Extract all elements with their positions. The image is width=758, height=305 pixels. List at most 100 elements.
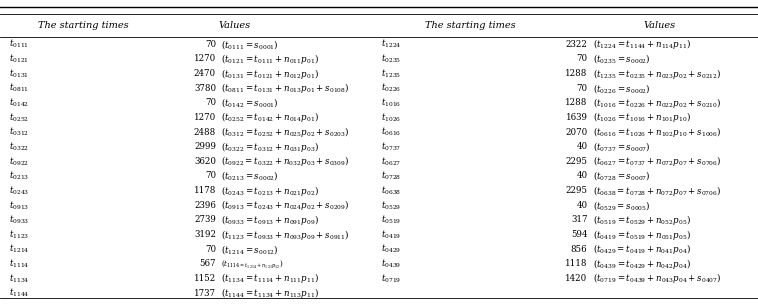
Text: 567: 567 <box>199 259 216 268</box>
Text: 3780: 3780 <box>194 84 216 93</box>
Text: The starting times: The starting times <box>424 21 515 30</box>
Text: $t_{0121}$: $t_{0121}$ <box>9 53 29 65</box>
Text: 2488: 2488 <box>194 127 216 137</box>
Text: $(t_{0142} = s_{0001})$: $(t_{0142} = s_{0001})$ <box>221 96 279 109</box>
Text: $(t_{0213} = s_{0002})$: $(t_{0213} = s_{0002})$ <box>221 170 279 182</box>
Text: 40: 40 <box>576 201 587 210</box>
Text: 3620: 3620 <box>194 157 216 166</box>
Text: $t_{0142}$: $t_{0142}$ <box>9 97 30 109</box>
Text: 1639: 1639 <box>565 113 587 122</box>
Text: 70: 70 <box>205 171 216 181</box>
Text: $t_{1016}$: $t_{1016}$ <box>381 97 401 109</box>
Text: $(t_{1026} = t_{1016} + n_{101}p_{10})$: $(t_{1026} = t_{1016} + n_{101}p_{10})$ <box>593 110 691 124</box>
Text: 2999: 2999 <box>194 142 216 151</box>
Text: $(t_{0111} = s_{0001})$: $(t_{0111} = s_{0001})$ <box>221 38 279 51</box>
Text: 2322: 2322 <box>565 40 587 49</box>
Text: 856: 856 <box>571 245 587 254</box>
Text: 70: 70 <box>205 40 216 49</box>
Text: $(t_{1114=t_{1214}+n_{121}p_{12}})$: $(t_{1114=t_{1214}+n_{121}p_{12}})$ <box>221 258 284 270</box>
Text: $(t_{1123} = t_{0933} + n_{093}p_{09} + s_{0911})$: $(t_{1123} = t_{0933} + n_{093}p_{09} + … <box>221 228 350 242</box>
Text: $t_{0811}$: $t_{0811}$ <box>9 82 29 94</box>
Text: $(t_{0933} = t_{0913} + n_{091}p_{09})$: $(t_{0933} = t_{0913} + n_{091}p_{09})$ <box>221 213 319 227</box>
Text: $(t_{0737} = s_{0007})$: $(t_{0737} = s_{0007})$ <box>593 140 650 153</box>
Text: 1737: 1737 <box>194 289 216 298</box>
Text: $t_{0419}$: $t_{0419}$ <box>381 228 401 241</box>
Text: $t_{0131}$: $t_{0131}$ <box>9 67 29 80</box>
Text: $(t_{0226} = s_{0002})$: $(t_{0226} = s_{0002})$ <box>593 82 650 95</box>
Text: $(t_{0719} = t_{0439} + n_{043}p_{04} + s_{0407})$: $(t_{0719} = t_{0439} + n_{043}p_{04} + … <box>593 271 722 285</box>
Text: $t_{0322}$: $t_{0322}$ <box>9 141 30 153</box>
Text: $(t_{0638} = t_{0728} + n_{072}p_{07} + s_{0706})$: $(t_{0638} = t_{0728} + n_{072}p_{07} + … <box>593 184 722 198</box>
Text: 594: 594 <box>571 230 587 239</box>
Text: $t_{0719}$: $t_{0719}$ <box>381 272 401 285</box>
Text: 70: 70 <box>205 98 216 107</box>
Text: 40: 40 <box>576 171 587 181</box>
Text: 1270: 1270 <box>194 113 216 122</box>
Text: 1152: 1152 <box>194 274 216 283</box>
Text: $(t_{0519} = t_{0529} + n_{052}p_{05})$: $(t_{0519} = t_{0529} + n_{052}p_{05})$ <box>593 213 691 227</box>
Text: $t_{0529}$: $t_{0529}$ <box>381 199 401 211</box>
Text: $t_{1123}$: $t_{1123}$ <box>9 228 30 241</box>
Text: $(t_{0121} = t_{0111} + n_{011}p_{01})$: $(t_{0121} = t_{0111} + n_{011}p_{01})$ <box>221 52 319 66</box>
Text: Values: Values <box>219 21 251 30</box>
Text: 70: 70 <box>576 84 587 93</box>
Text: $t_{1224}$: $t_{1224}$ <box>381 38 401 50</box>
Text: 2295: 2295 <box>565 186 587 195</box>
Text: $t_{0226}$: $t_{0226}$ <box>381 82 401 94</box>
Text: The starting times: The starting times <box>38 21 129 30</box>
Text: $t_{0252}$: $t_{0252}$ <box>9 111 30 124</box>
Text: $t_{0933}$: $t_{0933}$ <box>9 214 30 226</box>
Text: $t_{0111}$: $t_{0111}$ <box>9 38 29 50</box>
Text: $t_{0429}$: $t_{0429}$ <box>381 243 401 255</box>
Text: $(t_{0235} = s_{0002})$: $(t_{0235} = s_{0002})$ <box>593 52 650 65</box>
Text: 2295: 2295 <box>565 157 587 166</box>
Text: $(t_{0529} = s_{0005})$: $(t_{0529} = s_{0005})$ <box>593 199 650 212</box>
Text: $t_{0913}$: $t_{0913}$ <box>9 199 30 211</box>
Text: 1178: 1178 <box>193 186 216 195</box>
Text: $(t_{0429} = t_{0419} + n_{041}p_{04})$: $(t_{0429} = t_{0419} + n_{041}p_{04})$ <box>593 242 691 256</box>
Text: $(t_{0322} = t_{0312} + n_{031}p_{03})$: $(t_{0322} = t_{0312} + n_{031}p_{03})$ <box>221 140 319 154</box>
Text: $t_{0312}$: $t_{0312}$ <box>9 126 30 138</box>
Text: 2070: 2070 <box>565 127 587 137</box>
Text: $(t_{0131} = t_{0121} + n_{012}p_{01})$: $(t_{0131} = t_{0121} + n_{012}p_{01})$ <box>221 66 319 81</box>
Text: $t_{1026}$: $t_{1026}$ <box>381 111 401 124</box>
Text: 2739: 2739 <box>194 215 216 224</box>
Text: 1118: 1118 <box>565 259 587 268</box>
Text: $(t_{0419} = t_{0519} + n_{051}p_{05})$: $(t_{0419} = t_{0519} + n_{051}p_{05})$ <box>593 228 691 242</box>
Text: 317: 317 <box>571 215 587 224</box>
Text: $(t_{0811} = t_{0131} + n_{013}p_{01} + s_{0108})$: $(t_{0811} = t_{0131} + n_{013}p_{01} + … <box>221 81 350 95</box>
Text: $(t_{0913} = t_{0243} + n_{024}p_{02} + s_{0209})$: $(t_{0913} = t_{0243} + n_{024}p_{02} + … <box>221 198 350 212</box>
Text: $t_{1134}$: $t_{1134}$ <box>9 272 30 285</box>
Text: $t_{1214}$: $t_{1214}$ <box>9 243 30 255</box>
Text: 1420: 1420 <box>565 274 587 283</box>
Text: $t_{0439}$: $t_{0439}$ <box>381 258 401 270</box>
Text: $(t_{1144} = t_{1134} + n_{113}p_{11})$: $(t_{1144} = t_{1134} + n_{113}p_{11})$ <box>221 286 319 300</box>
Text: $(t_{0243} = t_{0213} + n_{021}p_{02})$: $(t_{0243} = t_{0213} + n_{021}p_{02})$ <box>221 184 319 198</box>
Text: $t_{0243}$: $t_{0243}$ <box>9 185 30 197</box>
Text: $(t_{0922} = t_{0322} + n_{032}p_{03} + s_{0309})$: $(t_{0922} = t_{0322} + n_{032}p_{03} + … <box>221 154 350 168</box>
Text: $t_{0519}$: $t_{0519}$ <box>381 214 401 226</box>
Text: $t_{1114}$: $t_{1114}$ <box>9 258 30 270</box>
Text: 40: 40 <box>576 142 587 151</box>
Text: $(t_{0252} = t_{0142} + n_{014}p_{01})$: $(t_{0252} = t_{0142} + n_{014}p_{01})$ <box>221 110 319 124</box>
Text: $(t_{1134} = t_{1114} + n_{111}p_{11})$: $(t_{1134} = t_{1114} + n_{111}p_{11})$ <box>221 271 319 285</box>
Text: $t_{0616}$: $t_{0616}$ <box>381 126 401 138</box>
Text: $(t_{1016} = t_{0226} + n_{022}p_{02} + s_{0210})$: $(t_{1016} = t_{0226} + n_{022}p_{02} + … <box>593 96 722 110</box>
Text: $t_{0213}$: $t_{0213}$ <box>9 170 30 182</box>
Text: 1288: 1288 <box>565 98 587 107</box>
Text: $t_{0627}$: $t_{0627}$ <box>381 155 401 167</box>
Text: $t_{1235}$: $t_{1235}$ <box>381 67 401 80</box>
Text: $t_{0638}$: $t_{0638}$ <box>381 185 401 197</box>
Text: $(t_{0312} = t_{0252} + n_{025}p_{02} + s_{0203})$: $(t_{0312} = t_{0252} + n_{025}p_{02} + … <box>221 125 350 139</box>
Text: $(t_{0728} = s_{0007})$: $(t_{0728} = s_{0007})$ <box>593 170 650 182</box>
Text: $t_{0737}$: $t_{0737}$ <box>381 141 401 153</box>
Text: 1288: 1288 <box>565 69 587 78</box>
Text: 70: 70 <box>205 245 216 254</box>
Text: $t_{1144}$: $t_{1144}$ <box>9 287 30 299</box>
Text: $(t_{0616} = t_{1026} + n_{102}p_{10} + s_{1006})$: $(t_{0616} = t_{1026} + n_{102}p_{10} + … <box>593 125 722 139</box>
Text: $t_{0922}$: $t_{0922}$ <box>9 155 30 167</box>
Text: $t_{0728}$: $t_{0728}$ <box>381 170 401 182</box>
Text: 70: 70 <box>576 54 587 63</box>
Text: 2470: 2470 <box>194 69 216 78</box>
Text: $t_{0235}$: $t_{0235}$ <box>381 53 401 65</box>
